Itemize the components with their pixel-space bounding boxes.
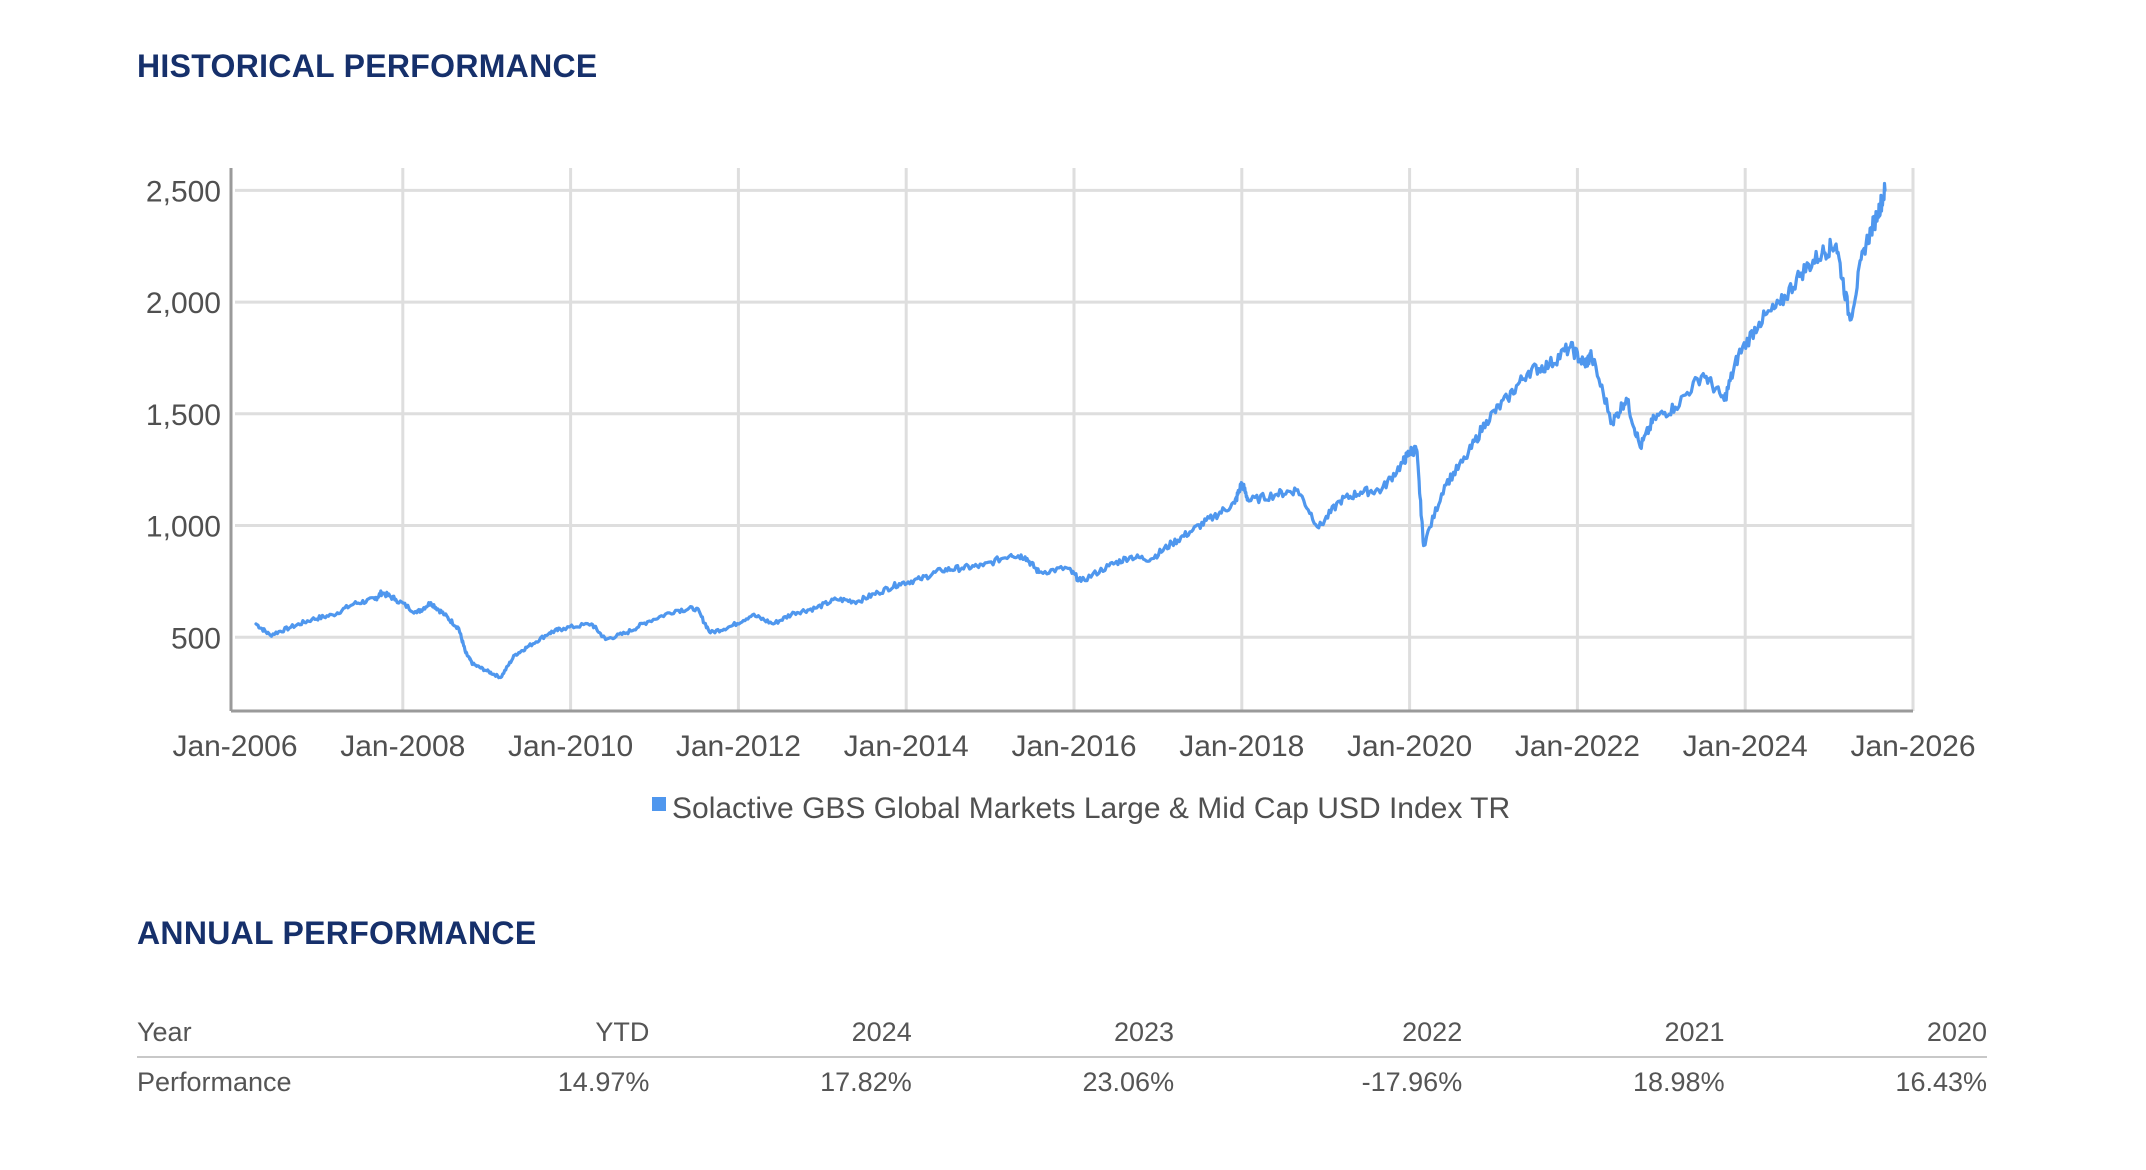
table-row-year: Year YTD 2024 2023 2022 2021 2020 — [137, 1008, 1987, 1058]
cell: 23.06% — [1082, 1066, 1175, 1097]
cell: 14.97% — [557, 1066, 650, 1097]
series-line — [254, 181, 1887, 680]
y-tick-label: 2,000 — [146, 287, 221, 320]
row-label: Performance — [137, 1066, 292, 1097]
x-tick-label: Jan-2012 — [676, 730, 801, 763]
row-label: Year — [137, 1008, 387, 1058]
x-tick-label: Jan-2026 — [1850, 730, 1975, 763]
x-tick-label: Jan-2014 — [844, 730, 969, 763]
cell: 16.43% — [1895, 1066, 1987, 1097]
x-tick-label: Jan-2006 — [172, 730, 297, 763]
cell: 2020 — [1724, 1008, 1987, 1058]
y-tick-label: 1,000 — [146, 511, 221, 544]
cell: 2024 — [649, 1008, 912, 1058]
cell: 2021 — [1462, 1008, 1725, 1058]
cell: 17.82% — [820, 1066, 912, 1097]
annual-performance-table: Year YTD 2024 2023 2022 2021 2020 Perfor… — [137, 1008, 1987, 1106]
historical-performance-title: HISTORICAL PERFORMANCE — [137, 48, 598, 84]
y-tick-label: 1,500 — [146, 399, 221, 432]
x-tick-labels: Jan-2006 Jan-2008 Jan-2010 Jan-2012 Jan-2014… — [172, 730, 1975, 763]
cell: -17.96% — [1361, 1066, 1463, 1097]
x-tick-label: Jan-2020 — [1347, 730, 1472, 763]
y-tick-labels: 500 1,000 1,500 2,000 2,500 — [146, 175, 221, 655]
x-tick-label: Jan-2024 — [1683, 730, 1808, 763]
annual-performance-title: ANNUAL PERFORMANCE — [137, 915, 537, 951]
historical-performance-chart: 500 1,000 1,500 2,000 2,500 Jan-2006 Jan-2008… — [146, 168, 1976, 825]
table-row-performance: Performance 14.97% 17.82% 23.06% -17.96%… — [137, 1057, 1987, 1106]
x-tick-label: Jan-2016 — [1011, 730, 1136, 763]
x-tick-label: Jan-2022 — [1515, 730, 1640, 763]
chart-grid — [235, 168, 1915, 711]
x-tick-label: Jan-2010 — [508, 730, 633, 763]
chart-legend: Solactive GBS Global Markets Large & Mid… — [652, 792, 1510, 825]
cell: 18.98% — [1633, 1066, 1725, 1097]
x-tick-label: Jan-2018 — [1179, 730, 1304, 763]
y-tick-label: 500 — [171, 622, 221, 655]
x-tick-label: Jan-2008 — [340, 730, 465, 763]
cell: 2023 — [911, 1008, 1175, 1058]
cell: YTD — [387, 1008, 650, 1058]
y-tick-label: 2,500 — [146, 175, 221, 208]
legend-swatch — [652, 797, 666, 811]
legend-label: Solactive GBS Global Markets Large & Mid… — [672, 792, 1510, 825]
cell: 2022 — [1174, 1008, 1463, 1058]
